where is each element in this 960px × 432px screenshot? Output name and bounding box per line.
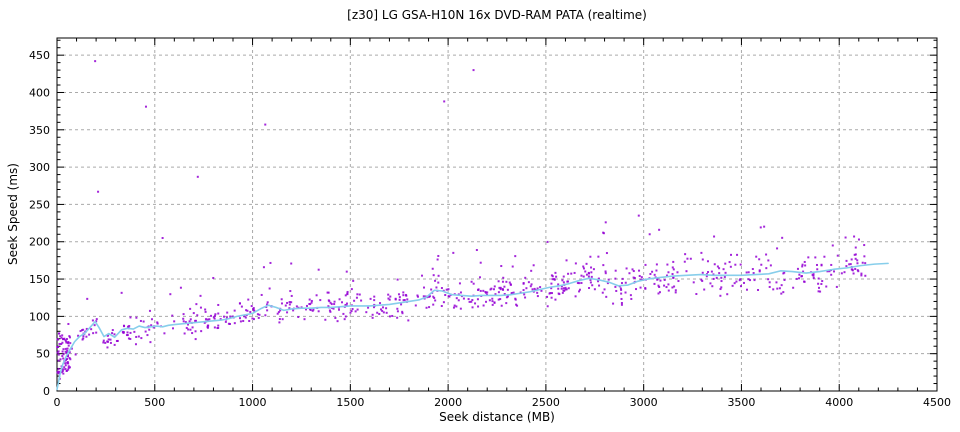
svg-text:4000: 4000 — [825, 396, 853, 409]
svg-text:0: 0 — [54, 396, 61, 409]
svg-text:2500: 2500 — [532, 396, 560, 409]
svg-text:3500: 3500 — [727, 396, 755, 409]
svg-text:50: 50 — [36, 348, 50, 361]
x-axis-label: Seek distance (MB) — [439, 410, 555, 424]
svg-text:300: 300 — [29, 161, 50, 174]
svg-text:150: 150 — [29, 273, 50, 286]
chart-title: [z30] LG GSA-H10N 16x DVD-RAM PATA (real… — [347, 8, 647, 22]
svg-text:450: 450 — [29, 49, 50, 62]
svg-text:250: 250 — [29, 198, 50, 211]
svg-text:1000: 1000 — [239, 396, 267, 409]
svg-text:4500: 4500 — [923, 396, 951, 409]
svg-text:2000: 2000 — [434, 396, 462, 409]
svg-text:3000: 3000 — [630, 396, 658, 409]
svg-text:350: 350 — [29, 124, 50, 137]
svg-text:200: 200 — [29, 236, 50, 249]
svg-text:400: 400 — [29, 86, 50, 99]
svg-text:1500: 1500 — [336, 396, 364, 409]
svg-text:0: 0 — [43, 385, 50, 398]
svg-text:500: 500 — [144, 396, 165, 409]
svg-text:100: 100 — [29, 310, 50, 323]
